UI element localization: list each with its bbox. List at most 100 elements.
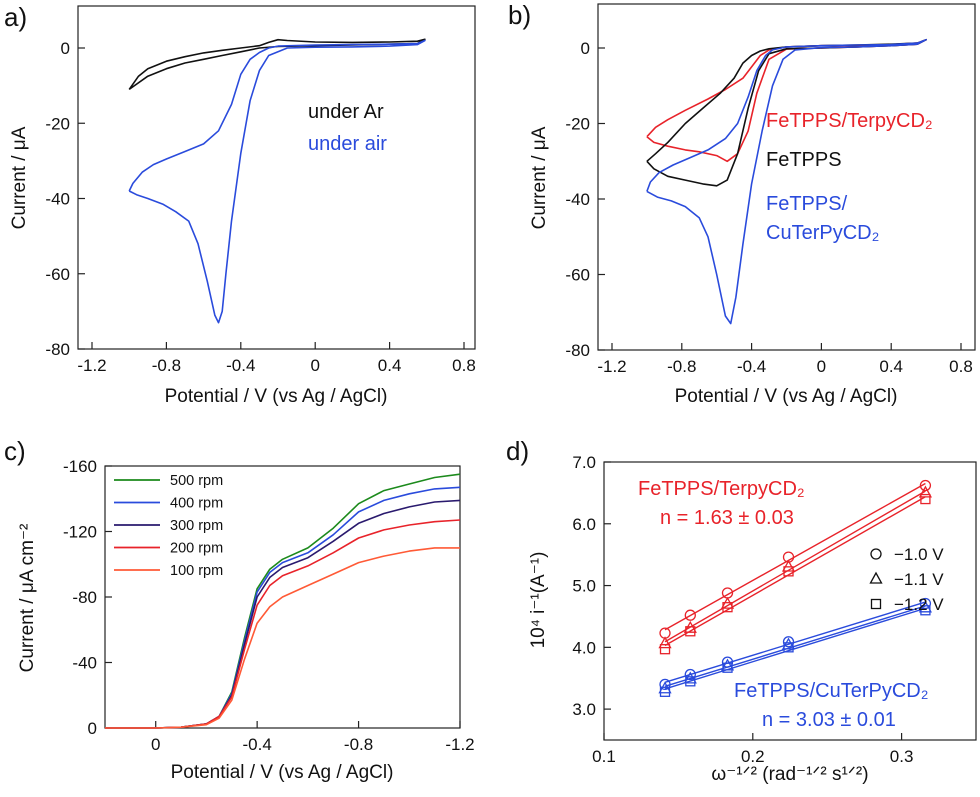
y-tick-label: 5.0 — [572, 577, 596, 596]
panel-d: d) 0.1 0.2 0.3 3.0 4.0 5.0 6.0 7.0 −1.0 V −1.1 V… — [506, 436, 977, 785]
x-tick-label: 0.4 — [879, 357, 903, 376]
y-tick-label: -80 — [72, 588, 97, 607]
y-tick-label: -20 — [565, 115, 590, 134]
panel-a-letter: a) — [4, 2, 27, 32]
panel-a-ticks: -1.2 -0.8 -0.4 0 0.4 0.8 0 -20 -40 -60 -80 — [45, 39, 475, 375]
y-tick-label: -40 — [45, 190, 70, 209]
x-tick-label: 0 — [310, 356, 319, 375]
panel-b-frame — [597, 3, 976, 351]
panel-b-ylabel: Current / μA — [529, 126, 550, 229]
panel-a-xlabel: Potential / V (vs Ag / AgCl) — [165, 386, 388, 407]
legend-under-air: under air — [308, 133, 387, 155]
panel-d-plot — [658, 479, 933, 697]
y-tick-label: -40 — [565, 190, 590, 209]
legend-marker-square — [870, 598, 882, 610]
panel-c-letter: c) — [4, 436, 26, 466]
panel-d-xlabel: ω⁻¹ᐟ² (rad⁻¹ᐟ² s¹ᐟ²) — [711, 764, 868, 785]
data-point-square — [685, 676, 696, 687]
panel-d-letter: d) — [506, 436, 529, 466]
panel-c-ticks: 0 -0.4 -0.8 -1.2 0 -40 -80 -120 -160 — [63, 457, 475, 754]
data-point-square — [783, 642, 794, 653]
x-tick-label: -0.8 — [152, 356, 181, 375]
x-tick-label: 0.8 — [452, 356, 476, 375]
y-tick-label: -120 — [63, 523, 97, 542]
series-line-fetpps-cuterpycd- — [646, 38, 927, 325]
legend-marker-circle — [870, 548, 882, 560]
fit-line — [664, 482, 926, 631]
panel-d-ylabel: 10⁴ i⁻¹(A⁻¹) — [528, 552, 549, 649]
y-tick-label: -40 — [72, 654, 97, 673]
fit-line — [664, 605, 926, 688]
panel-b-letter: b) — [508, 0, 531, 30]
panel-a-curves — [128, 38, 426, 324]
y-tick-label: -60 — [45, 265, 70, 284]
legend-entry: 500 rpm — [170, 473, 223, 489]
data-point-triangle — [683, 671, 697, 684]
fit-line — [664, 490, 926, 643]
panel-b-curves — [646, 38, 927, 325]
panel-d-frame — [603, 461, 977, 741]
x-tick-label: -0.8 — [344, 735, 373, 754]
y-tick-label: 0 — [581, 39, 590, 58]
data-point-circle — [684, 609, 696, 621]
panel-a-ylabel: Current / μA — [9, 126, 30, 229]
annotation-d-cuterpy: n = 3.03 ± 0.01 — [762, 709, 896, 731]
y-tick-label: -80 — [565, 341, 590, 360]
annotation-d-terpy: n = 1.63 ± 0.03 — [660, 507, 794, 529]
legend-fetpps: FeTPPS — [766, 149, 842, 171]
x-tick-label: 0 — [151, 735, 160, 754]
y-tick-label: 6.0 — [572, 515, 596, 534]
x-tick-label: 0.8 — [949, 357, 973, 376]
y-tick-label: 0 — [61, 39, 70, 58]
data-point-square — [685, 626, 696, 637]
x-tick-label: 0.1 — [592, 747, 616, 766]
legend-entry: 100 rpm — [170, 563, 223, 579]
panel-c-xlabel: Potential / V (vs Ag / AgCl) — [171, 762, 394, 783]
y-tick-label: -160 — [63, 457, 97, 476]
x-tick-label: -1.2 — [597, 357, 626, 376]
legend-under-ar: under Ar — [308, 101, 384, 123]
y-tick-label: 7.0 — [572, 453, 596, 472]
y-tick-label: 0 — [88, 719, 97, 738]
fit-line — [664, 496, 926, 647]
series-line-300-rpm — [105, 499, 461, 729]
x-tick-label: -0.4 — [737, 357, 766, 376]
data-point-square — [722, 602, 733, 613]
series-line-400-rpm — [105, 486, 461, 729]
data-point-circle — [782, 636, 795, 648]
series-line-under-ar — [128, 38, 426, 91]
y-tick-label: -60 — [565, 266, 590, 285]
fit-line — [664, 601, 926, 684]
data-point-circle — [684, 668, 696, 681]
y-tick-label: -20 — [45, 114, 70, 133]
data-point-square — [920, 493, 931, 505]
legend-marker-label: −1.2 V — [894, 595, 944, 614]
x-tick-label: -1.2 — [445, 735, 474, 754]
panel-d-marker-legend: −1.0 V −1.1 V −1.2 V — [869, 545, 944, 614]
legend-marker-triangle — [869, 571, 883, 584]
y-tick-label: 3.0 — [572, 700, 596, 719]
panel-a: a) -1.2 -0.8 -0.4 0 0.4 0.8 0 -20 -40 -60 -80 Pote… — [4, 2, 476, 407]
panel-c-ylabel: Current / μA cm⁻² — [17, 524, 38, 673]
data-point-triangle — [658, 636, 672, 649]
legend-entry: 400 rpm — [170, 496, 223, 512]
x-tick-label: -1.2 — [77, 356, 106, 375]
legend-fetpps-cu-line1: FeTPPS/ — [766, 193, 848, 215]
panel-b-xlabel: Potential / V (vs Ag / AgCl) — [675, 386, 898, 407]
fit-line — [664, 607, 926, 690]
data-point-triangle — [918, 600, 933, 613]
panel-c: c) 0 -0.4 -0.8 -1.2 0 -40 -80 -120 -160 500 rpm 4… — [4, 436, 475, 783]
series-line-under-air — [128, 39, 426, 324]
y-tick-label: -80 — [45, 340, 70, 359]
legend-marker-label: −1.1 V — [894, 570, 944, 589]
legend-d-cuterpy: FeTPPS/CuTerPyCD₂ — [734, 680, 928, 702]
data-point-square — [783, 566, 794, 577]
data-point-square — [659, 644, 671, 655]
x-tick-label: 0.4 — [378, 356, 402, 375]
data-point-triangle — [781, 559, 796, 572]
x-tick-label: 0 — [817, 357, 826, 376]
x-tick-label: -0.8 — [667, 357, 696, 376]
series-line-100-rpm — [105, 547, 460, 729]
panel-d-ticks: 0.1 0.2 0.3 3.0 4.0 5.0 6.0 7.0 — [572, 453, 913, 766]
